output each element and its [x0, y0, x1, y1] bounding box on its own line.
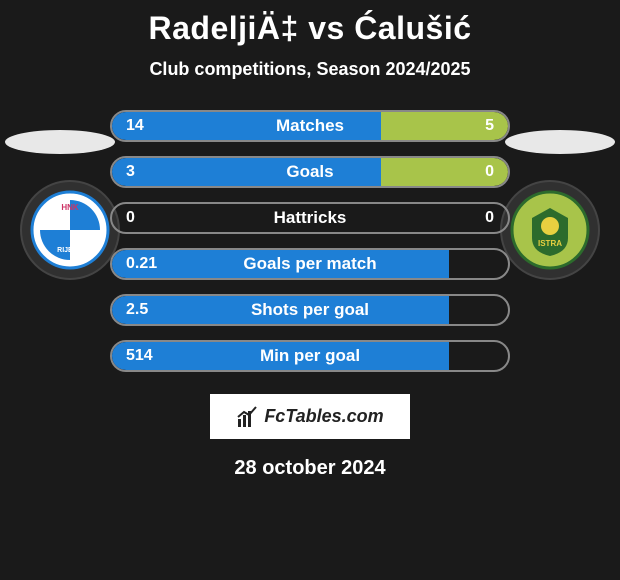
- subtitle: Club competitions, Season 2024/2025: [0, 59, 620, 80]
- stat-row: Goals per match0.21: [110, 248, 510, 280]
- stat-row: Hattricks0 0: [110, 202, 510, 234]
- stat-value-right: 0: [485, 163, 494, 181]
- stat-label: Goals per match: [112, 254, 508, 274]
- comparison-panel: HNK RIJEKA ISTRA Matches145Goals30Hattri…: [0, 110, 620, 372]
- page-title: RadeljiÄ‡ vs Ćalušić: [0, 0, 620, 47]
- svg-text:RIJEKA: RIJEKA: [57, 247, 83, 254]
- stat-value-left: 2.5: [126, 301, 148, 319]
- stat-label: Goals: [112, 162, 508, 182]
- date-label: 28 october 2024: [0, 457, 620, 480]
- stat-value-left: 0.21: [126, 255, 157, 273]
- fctables-logo: FcTables.com: [210, 394, 410, 439]
- svg-text:HNK: HNK: [61, 203, 79, 212]
- team-badge-right: ISTRA: [500, 180, 600, 280]
- stat-value-right: 0: [485, 209, 494, 227]
- stat-row: Min per goal514: [110, 340, 510, 372]
- stat-row: Matches14 5: [110, 110, 510, 142]
- logo-text: FcTables.com: [264, 406, 383, 427]
- stat-label: Min per goal: [112, 346, 508, 366]
- stat-row: Goals3 0: [110, 156, 510, 188]
- team-logo-right: ISTRA: [510, 190, 590, 270]
- svg-text:ISTRA: ISTRA: [538, 239, 562, 248]
- team-badge-left: HNK RIJEKA: [20, 180, 120, 280]
- stat-label: Shots per goal: [112, 300, 508, 320]
- stat-value-left: 14: [126, 117, 144, 135]
- stat-row: Shots per goal2.5: [110, 294, 510, 326]
- stat-value-left: 0: [126, 209, 135, 227]
- stat-label: Matches: [112, 116, 508, 136]
- stat-bars: Matches145Goals30Hattricks00Goals per ma…: [110, 110, 510, 372]
- stat-label: Hattricks: [112, 208, 508, 228]
- ellipse-right: [505, 130, 615, 154]
- stat-value-left: 3: [126, 163, 135, 181]
- team-logo-left: HNK RIJEKA: [30, 190, 110, 270]
- ellipse-left: [5, 130, 115, 154]
- stat-value-left: 514: [126, 347, 153, 365]
- stat-value-right: 5: [485, 117, 494, 135]
